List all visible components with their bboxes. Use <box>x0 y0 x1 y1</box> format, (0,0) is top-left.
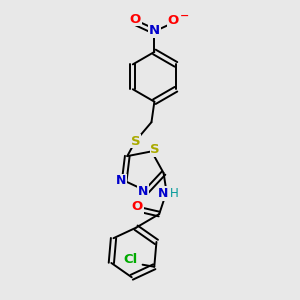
Text: Cl: Cl <box>124 253 138 266</box>
Text: O: O <box>132 200 143 213</box>
Text: N: N <box>158 187 168 200</box>
Text: N: N <box>149 24 160 37</box>
Text: N: N <box>116 174 126 187</box>
Text: N: N <box>138 185 148 198</box>
Text: S: S <box>130 135 140 148</box>
Text: −: − <box>180 11 189 21</box>
Text: O: O <box>130 13 141 26</box>
Text: S: S <box>150 143 160 156</box>
Text: H: H <box>169 187 178 200</box>
Text: O: O <box>168 14 179 27</box>
